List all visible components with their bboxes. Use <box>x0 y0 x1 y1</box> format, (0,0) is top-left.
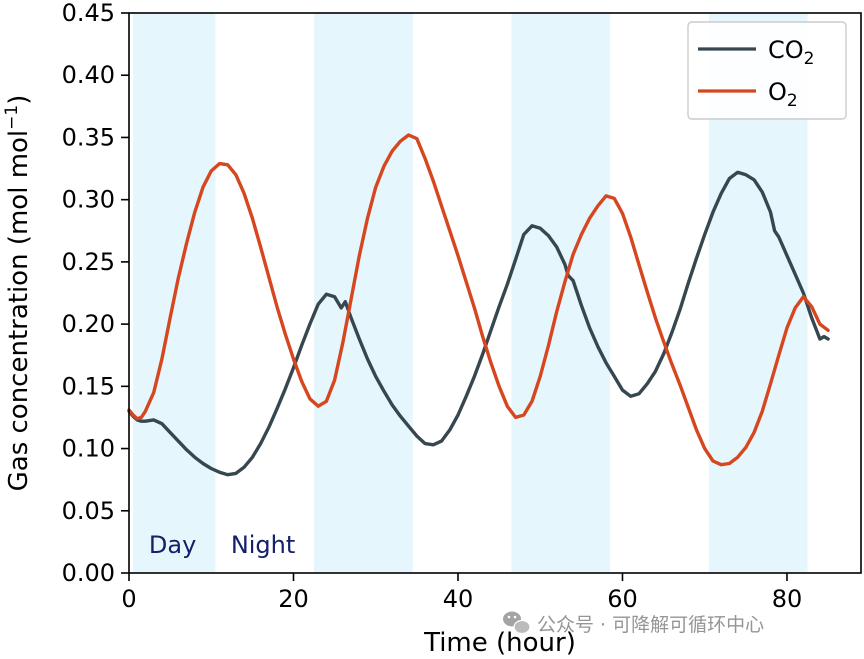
x-axis-title: Time (hour) <box>423 628 576 658</box>
legend-label-o2: O2 <box>768 78 798 111</box>
y-axis-title-main: Gas concentration (mol mol <box>4 130 34 492</box>
y-tick-label: 0.10 <box>62 435 115 463</box>
x-axis-ticks: 0 20 40 60 80 <box>121 573 802 613</box>
watermark: 公众号 · 可降解可循环中心 <box>503 611 764 636</box>
y-tick-label: 0.35 <box>62 123 115 151</box>
legend-label-co2-sub: 2 <box>804 49 815 69</box>
x-tick-label: 60 <box>607 585 638 613</box>
legend: CO2 O2 <box>687 21 847 120</box>
legend-box <box>687 21 847 120</box>
x-tick-label: 40 <box>443 585 474 613</box>
y-axis-title-superscript: −1 <box>2 105 22 130</box>
y-axis-title-close: ) <box>4 95 34 105</box>
y-tick-label: 0.30 <box>62 186 115 214</box>
band-labels: Day Night <box>149 531 295 559</box>
x-tick-label: 0 <box>121 585 136 613</box>
series-line-o2 <box>127 133 830 467</box>
y-tick-label: 0.40 <box>62 61 115 89</box>
x-tick-label: 80 <box>772 585 803 613</box>
plot-frame <box>128 12 862 574</box>
y-tick-label: 0.15 <box>62 372 115 400</box>
legend-label-co2-main: CO <box>768 36 804 64</box>
y-tick-label: 0.05 <box>62 497 115 525</box>
wechat-icon <box>503 611 531 635</box>
legend-label-o2-main: O <box>768 78 787 106</box>
band-label-day: Day <box>149 531 196 559</box>
y-tick-label: 0.25 <box>62 248 115 276</box>
band-label-night: Night <box>231 531 295 559</box>
y-tick-label: 0.00 <box>62 559 115 587</box>
y-tick-label: 0.20 <box>62 310 115 338</box>
x-tick-label: 20 <box>278 585 309 613</box>
watermark-text: 公众号 · 可降解可循环中心 <box>537 614 764 636</box>
y-axis-title: Gas concentration (mol mol−1) <box>2 95 34 492</box>
series-lines <box>127 133 830 477</box>
series-line-co2 <box>127 170 830 477</box>
y-axis-ticks: 0.00 0.05 0.10 0.15 0.20 0.25 0.30 0.35 0.40 0.45 <box>62 0 129 587</box>
day-band-2 <box>314 13 413 573</box>
y-tick-label: 0.45 <box>62 0 115 27</box>
legend-label-o2-sub: 2 <box>787 91 798 111</box>
legend-label-co2: CO2 <box>768 36 814 69</box>
